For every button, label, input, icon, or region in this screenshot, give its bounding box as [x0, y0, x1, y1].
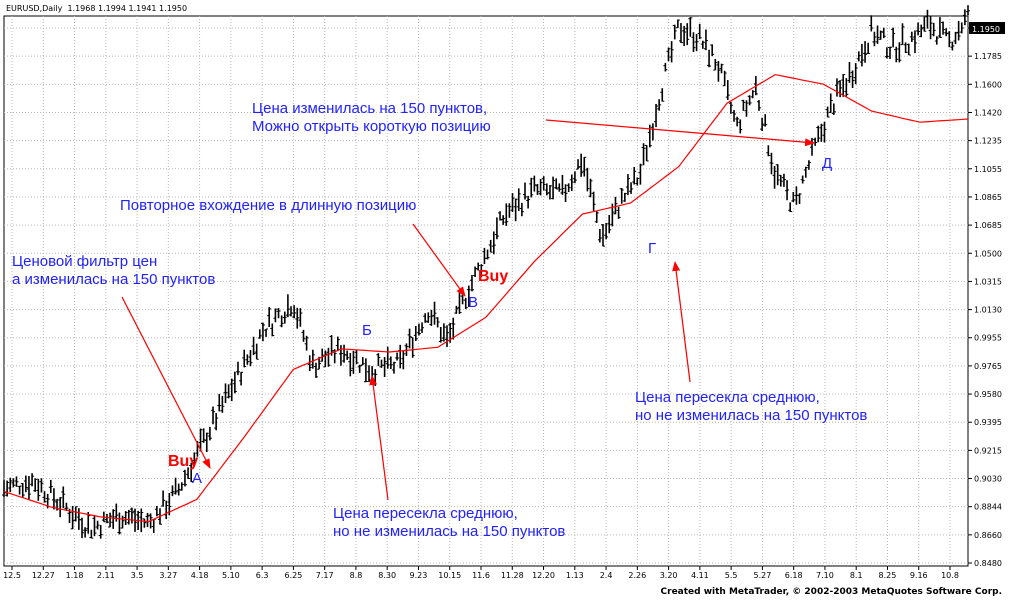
y-tick-label: 1.1600	[974, 80, 1002, 89]
x-tick-label: 11.28	[501, 571, 524, 580]
point-d: Д	[822, 155, 833, 172]
annotation-price-filter-line2: а изменилась на 150 пунктов	[12, 271, 216, 288]
footer-credit: Created with MetaTrader, © 2002-2003 Met…	[660, 587, 1002, 597]
x-tick-label: 6.18	[785, 571, 803, 580]
x-tick-label: 8.25	[879, 571, 897, 580]
x-tick-label: 4.18	[191, 571, 209, 580]
x-tick-label: 9.16	[910, 571, 928, 580]
x-tick-label: 7.10	[816, 571, 834, 580]
point-g: Г	[648, 240, 657, 257]
y-tick-label: 0.9955	[974, 334, 1002, 343]
annotation-price-filter-line1: Ценовой фильтр цен	[12, 253, 158, 270]
y-tick-label: 1.1055	[974, 165, 1002, 174]
x-tick-label: 12.5	[3, 571, 21, 580]
x-tick-label: 3.27	[159, 571, 177, 580]
chart-header: EURUSD,Daily 1.1968 1.1994 1.1941 1.1950	[6, 4, 187, 13]
y-tick-label: 0.8844	[974, 503, 1002, 512]
arrow-to-point-v	[412, 223, 466, 297]
plot-frame	[3, 15, 969, 567]
y-tick-label: 1.0685	[974, 221, 1002, 230]
annotation-cross-1-line2: но не изменилась на 150 пунктов	[333, 523, 566, 540]
x-tick-label: 1.18	[66, 571, 84, 580]
x-tick-label: 10.8	[941, 571, 959, 580]
annotation-cross-2-line2: но не изменилась на 150 пунктов	[635, 407, 868, 424]
x-tick-label: 4.11	[691, 571, 709, 580]
buy-label-1: Buy	[168, 453, 199, 470]
y-tick-label: 1.0315	[974, 277, 1002, 286]
annotation-cross-1-line1: Цена пересекла среднюю,	[333, 505, 518, 522]
x-tick-label: 11.6	[472, 571, 490, 580]
x-tick-label: 2.4	[600, 571, 613, 580]
chart-grid	[3, 15, 969, 567]
x-tick-label: 3.5	[131, 571, 144, 580]
x-tick-label: 7.17	[316, 571, 334, 580]
x-tick-label: 12.27	[32, 571, 55, 580]
y-tick-label: 1.0500	[974, 249, 1002, 258]
x-tick-label: 2.11	[97, 571, 115, 580]
y-tick-label: 1.1420	[974, 108, 1002, 117]
annotation-cross-no-move-1: Цена пересекла среднюю, но не изменилась …	[333, 505, 565, 541]
y-tick-label: 0.9580	[974, 390, 1002, 399]
annotation-short-signal-line2: Можно открыть короткую позицию	[252, 118, 491, 135]
y-tick-label: 0.9215	[974, 446, 1002, 455]
x-tick-label: 2.26	[628, 571, 646, 580]
annotation-arrows	[121, 119, 815, 501]
current-price-box	[969, 22, 1005, 34]
x-tick-label: 1.13	[566, 571, 584, 580]
y-tick-label: 1.0865	[974, 193, 1002, 202]
ohlc-values: 1.1968 1.1994 1.1941 1.1950	[67, 4, 188, 13]
arrow-to-point-b	[369, 375, 389, 501]
point-v: В	[468, 294, 479, 311]
x-tick-label: 5.10	[222, 571, 240, 580]
arrow-to-point-g	[672, 261, 691, 383]
annotation-short-signal: Цена изменилась на 150 пунктов, Можно отк…	[252, 100, 491, 136]
current-price-label: 1.1950	[972, 25, 1000, 34]
arrow-to-point-a	[121, 296, 211, 469]
x-tick-label: 9.23	[410, 571, 428, 580]
x-tick-label: 5.5	[725, 571, 738, 580]
point-a: А	[192, 470, 203, 487]
x-tick-label: 8.8	[350, 571, 363, 580]
annotation-price-filter: Ценовой фильтр цен а изменилась на 150 пу…	[12, 253, 215, 289]
x-tick-label: 6.3	[256, 571, 269, 580]
x-tick-label: 10.15	[438, 571, 461, 580]
symbol-label: EURUSD,Daily	[6, 4, 63, 13]
y-tick-label: 0.9030	[974, 475, 1002, 484]
moving-average-line	[3, 73, 969, 523]
y-tick-label: 0.9765	[974, 362, 1002, 371]
annotation-short-signal-line1: Цена изменилась на 150 пунктов,	[252, 100, 488, 117]
annotation-reentry: Повторное вхождение в длинную позицию	[120, 197, 417, 214]
x-tick-label: 6.25	[284, 571, 302, 580]
y-tick-label: 1.0130	[974, 306, 1002, 315]
annotation-cross-2-line1: Цена пересекла среднюю,	[635, 389, 820, 406]
x-tick-label: 12.20	[532, 571, 555, 580]
x-tick-label: 8.1	[850, 571, 863, 580]
arrow-to-point-d	[545, 119, 815, 147]
axis-ticks: 1.1950 1.1785 1.1600 1.1420 1.1235 1.1055 1.08…	[3, 22, 1005, 580]
x-tick-label: 8.30	[378, 571, 396, 580]
y-tick-label: 1.1785	[974, 52, 1002, 61]
point-b: Б	[362, 322, 372, 339]
x-tick-label: 3.20	[660, 571, 678, 580]
y-tick-label: 0.8480	[974, 559, 1002, 568]
buy-label-2: Buy	[478, 268, 509, 285]
x-tick-label: 5.27	[753, 571, 771, 580]
annotation-cross-no-move-2: Цена пересекла среднюю, но не изменилась …	[635, 389, 867, 425]
y-tick-label: 1.1235	[974, 137, 1002, 146]
y-tick-label: 0.9395	[974, 418, 1002, 427]
y-tick-label: 0.8660	[974, 531, 1002, 540]
